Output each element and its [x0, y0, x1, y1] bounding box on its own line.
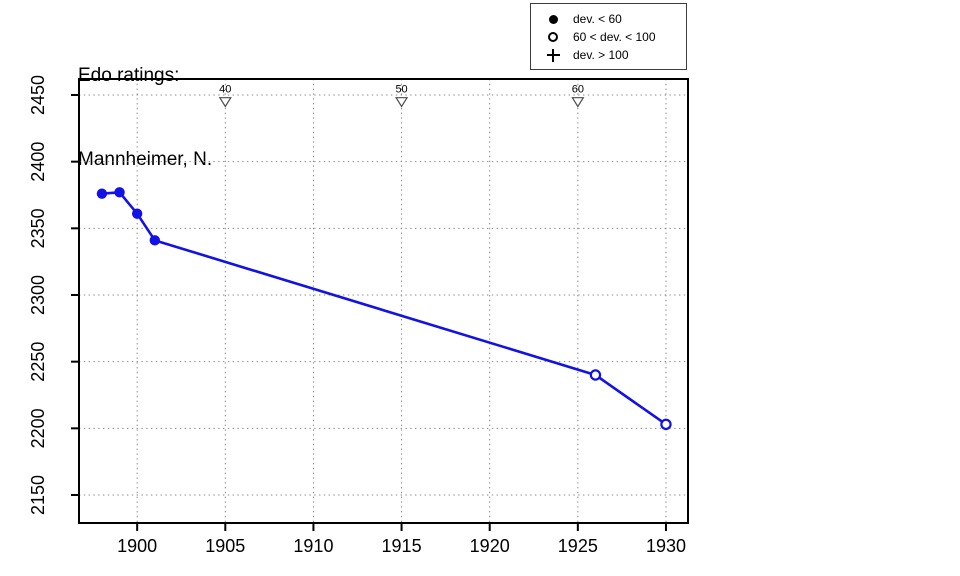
- chart-title-line1: Edo ratings:: [78, 65, 180, 86]
- age-label: 50: [395, 84, 407, 96]
- data-point-filled: [96, 188, 108, 199]
- age-triangle-icon: [218, 97, 232, 108]
- legend-row: 60 < dev. < 100: [544, 28, 686, 46]
- x-tick-label: 1920: [470, 536, 510, 556]
- x-tick-label: 1925: [558, 536, 598, 556]
- x-tick-label: 1910: [293, 536, 333, 556]
- x-tick-label: 1905: [205, 536, 245, 556]
- chart-title-line2: Mannheimer, N.: [78, 149, 213, 170]
- open-circle-icon: [544, 32, 562, 42]
- age-triangle-icon: [394, 97, 409, 108]
- data-point-filled: [149, 235, 160, 246]
- x-tick-label: 1900: [117, 536, 157, 556]
- x-tick-label: 1930: [646, 536, 686, 556]
- legend-label: dev. > 100: [573, 48, 629, 62]
- legend-row: dev. < 60: [544, 10, 686, 28]
- data-point-open: [660, 418, 672, 431]
- filled-circle-icon: [544, 14, 562, 24]
- plus-icon: [544, 48, 562, 62]
- data-point-filled: [114, 187, 125, 198]
- legend-row: dev. > 100: [544, 46, 686, 64]
- legend-box: dev. < 60 60 < dev. < 100 dev. > 100: [530, 3, 687, 70]
- data-point-filled: [131, 208, 143, 219]
- y-tick-label: 2350: [28, 208, 48, 248]
- y-tick-label: 2250: [28, 342, 48, 382]
- y-tick-label: 2300: [28, 275, 48, 315]
- age-label: 40: [219, 84, 231, 96]
- y-tick-label: 2400: [28, 142, 48, 182]
- y-tick-label: 2200: [28, 408, 48, 448]
- rating-line: [100, 191, 668, 426]
- x-tick-label: 1915: [382, 536, 422, 556]
- legend-label: 60 < dev. < 100: [573, 30, 656, 44]
- plot-border: [78, 78, 689, 524]
- age-label: 60: [572, 84, 584, 96]
- chart-title: Edo ratings: Mannheimer, N.: [78, 6, 212, 230]
- y-tick-label: 2150: [28, 475, 48, 515]
- y-tick-label: 2450: [28, 75, 48, 115]
- data-point-open: [589, 369, 602, 381]
- age-triangle-icon: [571, 97, 585, 108]
- legend-label: dev. < 60: [573, 12, 622, 26]
